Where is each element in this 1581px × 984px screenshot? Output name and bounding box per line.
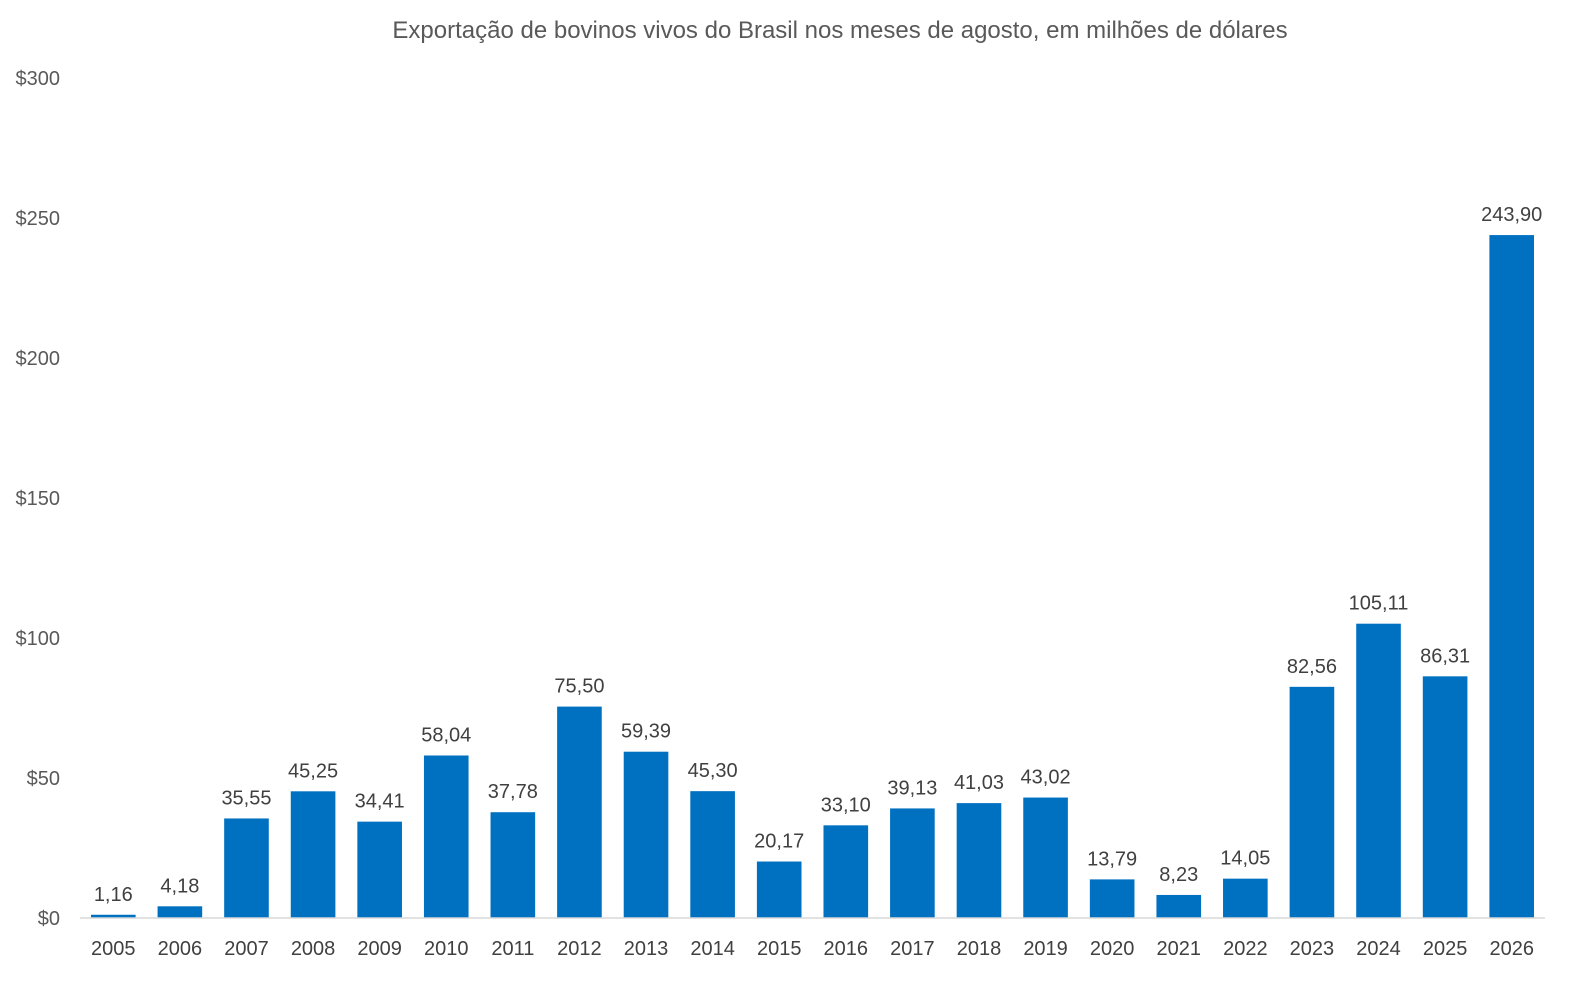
- bar-2016: [823, 825, 869, 918]
- y-tick-label: $150: [16, 488, 61, 510]
- bar-2008: [290, 791, 336, 918]
- bar-2023: [1289, 686, 1335, 918]
- x-tick-label: 2024: [1356, 938, 1401, 960]
- data-label-2025: 86,31: [1420, 645, 1470, 667]
- bar-2015: [756, 861, 802, 918]
- data-label-2008: 45,25: [288, 760, 338, 782]
- x-tick-label: 2013: [624, 938, 669, 960]
- x-tick-label: 2010: [424, 938, 469, 960]
- x-tick-label: 2012: [557, 938, 602, 960]
- bar-2022: [1223, 878, 1268, 918]
- data-label-2015: 20,17: [754, 831, 804, 853]
- x-tick-label: 2008: [291, 938, 336, 960]
- data-labels: 1,16 4,18 35,55 45,25 34,41 58,04 37,78 75,50 59…: [94, 204, 1542, 906]
- data-label-2019: 43,02: [1021, 767, 1071, 789]
- data-label-2007: 35,55: [221, 787, 271, 809]
- y-tick-label: $300: [16, 68, 61, 90]
- bar-2019: [1023, 797, 1068, 918]
- y-tick-label: $200: [16, 348, 61, 370]
- y-tick-label: $0: [38, 908, 60, 930]
- x-tick-label: 2026: [1489, 938, 1534, 960]
- x-tick-label: 2007: [224, 938, 269, 960]
- x-tick-label: 2009: [357, 938, 402, 960]
- data-label-2020: 13,79: [1087, 848, 1137, 870]
- data-label-2009: 34,41: [355, 791, 405, 813]
- data-label-2021: 8,23: [1159, 864, 1198, 886]
- x-tick-label: 2021: [1157, 938, 1202, 960]
- bar-2013: [623, 751, 669, 918]
- data-label-2006: 4,18: [160, 875, 199, 897]
- data-label-2022: 14,05: [1220, 848, 1270, 870]
- x-tick-label: 2025: [1423, 938, 1468, 960]
- bar-2014: [690, 791, 735, 918]
- bar-2017: [890, 808, 935, 918]
- bar-2010: [423, 755, 469, 918]
- x-tick-label: 2014: [690, 938, 735, 960]
- x-tick-label: 2015: [757, 938, 802, 960]
- x-tick-label: 2023: [1290, 938, 1335, 960]
- x-tick-label: 2005: [91, 938, 136, 960]
- bar-2026: [1489, 235, 1535, 918]
- data-label-2026: 243,90: [1481, 204, 1542, 226]
- y-tick-label: $100: [16, 628, 61, 650]
- x-tick-label: 2017: [890, 938, 935, 960]
- data-label-2013: 59,39: [621, 721, 671, 743]
- x-axis: 2005 2006 2007 2008 2009 2010 2011 2012 2013 2014…: [80, 917, 1545, 960]
- y-tick-label: $50: [27, 768, 60, 790]
- y-tick-label: $250: [16, 208, 61, 230]
- bar-2020: [1089, 879, 1135, 918]
- x-tick-label: 2011: [491, 938, 534, 960]
- bar-2024: [1356, 623, 1401, 918]
- bar-2012: [557, 706, 602, 918]
- data-label-2023: 82,56: [1287, 656, 1337, 678]
- data-label-2024: 105,11: [1349, 593, 1409, 615]
- bar-2005: [90, 914, 136, 918]
- data-label-2018: 41,03: [954, 772, 1004, 794]
- x-tick-label: 2022: [1223, 938, 1268, 960]
- bar-2006: [157, 906, 203, 918]
- data-label-2011: 37,78: [488, 781, 538, 803]
- bar-2009: [357, 821, 402, 918]
- data-label-2012: 75,50: [554, 676, 604, 698]
- data-label-2010: 58,04: [421, 724, 471, 746]
- bar-2007: [224, 818, 269, 918]
- bars: [90, 235, 1535, 918]
- bar-2025: [1422, 676, 1468, 918]
- data-label-2014: 45,30: [688, 760, 738, 782]
- bar-2018: [956, 803, 1002, 918]
- x-tick-label: 2016: [824, 938, 869, 960]
- x-tick-label: 2006: [158, 938, 203, 960]
- bar-2011: [490, 812, 536, 918]
- y-axis: $0 $50 $100 $150 $200 $250 $300: [16, 68, 61, 930]
- x-tick-label: 2018: [957, 938, 1002, 960]
- bar-2021: [1156, 894, 1202, 918]
- data-label-2005: 1,16: [94, 884, 133, 906]
- chart-title: Exportação de bovinos vivos do Brasil no…: [392, 17, 1287, 44]
- data-label-2016: 33,10: [821, 794, 871, 816]
- data-label-2017: 39,13: [887, 777, 937, 799]
- x-tick-label: 2020: [1090, 938, 1135, 960]
- x-tick-label: 2019: [1023, 938, 1068, 960]
